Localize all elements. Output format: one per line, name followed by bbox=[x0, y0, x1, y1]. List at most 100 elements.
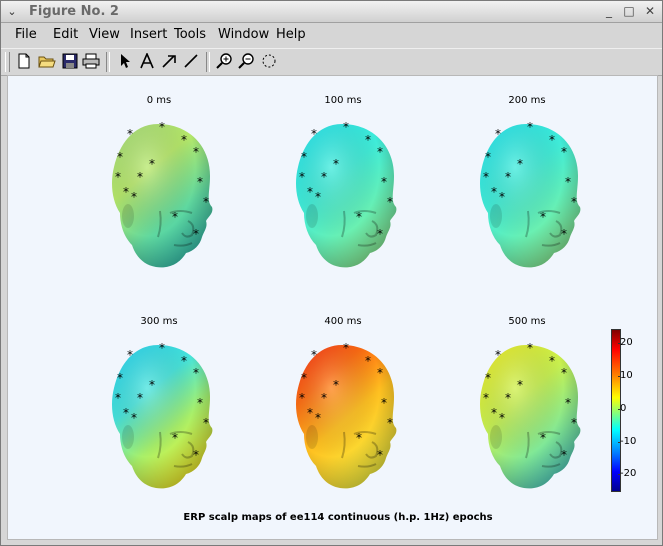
open-folder-icon[interactable] bbox=[37, 51, 57, 71]
electrode-marker: * bbox=[117, 150, 123, 164]
figure-canvas: 0 ms 100 ms 200 ms 300 ms 400 ms 500 ms … bbox=[7, 75, 658, 540]
face-features bbox=[341, 431, 379, 468]
electrode-marker: * bbox=[117, 371, 123, 385]
window-menu-icon[interactable]: ⌄ bbox=[7, 5, 17, 18]
toolbar-separator bbox=[106, 52, 110, 72]
electrode-marker: * bbox=[387, 416, 393, 430]
electrode-marker: * bbox=[561, 448, 567, 462]
figure-toolbar bbox=[1, 48, 662, 76]
scalp-map-500ms[interactable]: ** ****** ** * *** bbox=[468, 342, 598, 492]
electrode-marker: * bbox=[321, 391, 327, 405]
electrode-marker: * bbox=[299, 391, 305, 405]
electrode-marker: * bbox=[549, 133, 555, 147]
electrode-marker: * bbox=[527, 121, 533, 134]
electrode-marker: * bbox=[193, 145, 199, 159]
menu-help[interactable]: Help bbox=[276, 26, 306, 44]
head-shading bbox=[480, 124, 581, 268]
electrode-marker: * bbox=[571, 416, 577, 430]
electrode-marker: * bbox=[115, 170, 121, 184]
colorbar-tick: 10 bbox=[618, 370, 633, 381]
electrode-marker: * bbox=[311, 127, 317, 141]
electrode-marker: * bbox=[483, 170, 489, 184]
electrode-marker: * bbox=[517, 157, 523, 171]
plot-title-100ms: 100 ms bbox=[324, 95, 362, 106]
electrode-marker: * bbox=[137, 170, 143, 184]
electrode-marker: * bbox=[172, 210, 178, 224]
electrode-marker: * bbox=[181, 354, 187, 368]
electrode-marker: * bbox=[333, 157, 339, 171]
electrode-marker: * bbox=[561, 366, 567, 380]
electrode-marker: * bbox=[495, 127, 501, 141]
zoom-in-icon[interactable] bbox=[215, 51, 235, 71]
electrode-marker: * bbox=[333, 378, 339, 392]
electrode-marker: * bbox=[505, 391, 511, 405]
menu-edit-label: Edit bbox=[53, 27, 79, 42]
electrode-marker: * bbox=[540, 210, 546, 224]
menu-file-label: File bbox=[15, 27, 37, 42]
minimize-icon[interactable]: _ bbox=[606, 4, 612, 18]
electrode-marker: * bbox=[381, 396, 387, 410]
colorbar-tick: 0 bbox=[617, 403, 627, 414]
menu-tools[interactable]: Tools bbox=[174, 26, 206, 44]
electrode-marker: * bbox=[356, 210, 362, 224]
scalp-map-400ms[interactable]: ** ****** ** * *** bbox=[284, 342, 414, 492]
electrode-marker: * bbox=[197, 175, 203, 189]
electrode-marker: * bbox=[377, 366, 383, 380]
electrode-marker: * bbox=[311, 348, 317, 362]
menu-window-label: Window bbox=[218, 27, 270, 42]
electrode-marker: * bbox=[540, 431, 546, 445]
electrode-marker: * bbox=[365, 354, 371, 368]
maximize-icon[interactable]: □ bbox=[623, 4, 635, 18]
electrode-marker: * bbox=[377, 227, 383, 241]
electrode-marker: * bbox=[197, 396, 203, 410]
electrode-marker: * bbox=[499, 411, 505, 425]
electrode-marker: * bbox=[299, 170, 305, 184]
menu-file[interactable]: File bbox=[15, 26, 37, 44]
electrode-marker: * bbox=[321, 170, 327, 184]
ear-shape bbox=[122, 425, 134, 449]
plot-title-500ms: 500 ms bbox=[508, 316, 546, 327]
new-file-icon[interactable] bbox=[14, 51, 34, 71]
electrode-marker: * bbox=[505, 170, 511, 184]
electrode-marker: * bbox=[485, 371, 491, 385]
electrode-marker: * bbox=[149, 378, 155, 392]
electrode-marker: * bbox=[343, 342, 349, 355]
menu-edit[interactable]: Edit bbox=[53, 26, 78, 44]
zoom-out-icon[interactable] bbox=[237, 51, 257, 71]
scalp-map-300ms[interactable]: ** ****** ** * *** bbox=[100, 342, 230, 492]
electrode-marker: * bbox=[131, 411, 137, 425]
electrode-marker: * bbox=[483, 391, 489, 405]
electrode-marker: * bbox=[315, 190, 321, 204]
title-bar: ⌄ Figure No. 2 _ □ ✕ bbox=[1, 1, 662, 23]
line-tool-icon[interactable] bbox=[181, 51, 201, 71]
ear-shape bbox=[490, 204, 502, 228]
save-icon[interactable] bbox=[60, 51, 80, 71]
pointer-arrow-icon[interactable] bbox=[115, 51, 135, 71]
menu-view[interactable]: View bbox=[89, 26, 120, 44]
electrode-marker: * bbox=[172, 431, 178, 445]
electrode-marker: * bbox=[343, 121, 349, 134]
menu-insert[interactable]: Insert bbox=[130, 26, 167, 44]
face-features bbox=[157, 431, 195, 468]
arrow-tool-icon[interactable] bbox=[159, 51, 179, 71]
toolbar-grip[interactable] bbox=[5, 52, 10, 72]
menu-bar: File Edit View Insert Tools Window Help bbox=[1, 23, 662, 47]
rotate-icon[interactable] bbox=[259, 51, 279, 71]
menu-window[interactable]: Window bbox=[218, 26, 269, 44]
scalp-map-100ms[interactable]: ** ****** ** * *** bbox=[284, 121, 414, 271]
scalp-map-200ms[interactable]: ** ****** ** * *** bbox=[468, 121, 598, 271]
print-icon[interactable] bbox=[81, 51, 101, 71]
text-tool-icon[interactable] bbox=[137, 51, 157, 71]
scalp-map-0ms[interactable]: ** ****** ** * *** bbox=[100, 121, 230, 271]
electrode-marker: * bbox=[491, 406, 497, 420]
electrode-marker: * bbox=[377, 145, 383, 159]
electrode-marker: * bbox=[123, 185, 129, 199]
electrode-marker: * bbox=[495, 348, 501, 362]
electrode-marker: * bbox=[365, 133, 371, 147]
electrode-marker: * bbox=[127, 348, 133, 362]
electrode-marker: * bbox=[115, 391, 121, 405]
electrode-marker: * bbox=[137, 391, 143, 405]
face-features bbox=[157, 210, 195, 247]
ear-shape bbox=[306, 204, 318, 228]
close-icon[interactable]: ✕ bbox=[644, 4, 656, 18]
